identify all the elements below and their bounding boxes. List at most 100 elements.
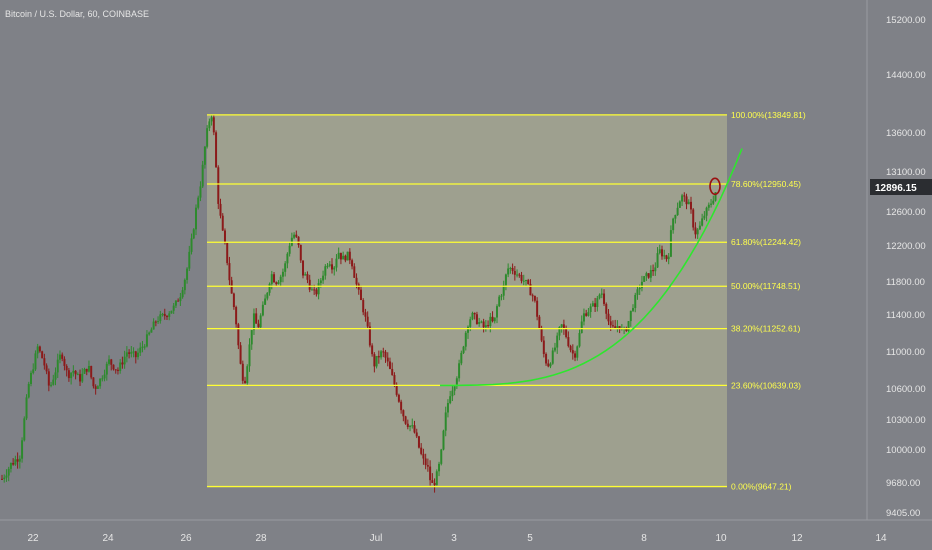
candle-body (545, 353, 548, 364)
candle-body (223, 230, 226, 244)
candle (65, 364, 68, 377)
candle-body (293, 234, 296, 238)
candle-body (375, 355, 378, 367)
candle-body (112, 364, 115, 370)
price-tick-label: 10600.00 (886, 384, 926, 395)
candle-body (701, 218, 704, 226)
candle (678, 200, 681, 208)
candle (339, 252, 342, 265)
candle-body (161, 313, 164, 315)
candle (440, 448, 443, 466)
candle-body (70, 372, 73, 379)
candle-body (81, 373, 84, 382)
candle (529, 279, 532, 296)
candle (232, 292, 235, 310)
candle-body (23, 418, 26, 441)
candle (420, 443, 423, 456)
candle (669, 225, 672, 258)
candle (587, 307, 590, 317)
candle (705, 206, 708, 222)
candle (18, 455, 21, 469)
candle-body (685, 196, 688, 205)
candle (603, 289, 606, 306)
candle (683, 192, 686, 202)
candle-body (484, 325, 487, 328)
candle-body (696, 229, 699, 235)
candle-body (453, 386, 456, 391)
candle (14, 455, 17, 466)
fib-level-label: 61.80%(12244.42) (731, 237, 801, 247)
candle (531, 293, 534, 302)
candle-body (444, 412, 447, 431)
candle (647, 273, 650, 279)
candle-body (79, 374, 82, 382)
candle (388, 357, 391, 370)
candle-body (279, 276, 282, 283)
candle (215, 130, 218, 168)
candle (315, 287, 318, 297)
candle-body (578, 332, 581, 347)
price-tick-label: 11000.00 (886, 347, 925, 358)
price-tick-label: 13600.00 (886, 128, 926, 139)
candle-body (446, 403, 449, 413)
candle (458, 359, 461, 382)
candle-body (319, 280, 322, 284)
candle-body (36, 346, 39, 354)
candle-body (315, 289, 318, 295)
candle-body (14, 459, 17, 465)
candle-body (348, 251, 351, 261)
candle-body (304, 274, 307, 276)
candle (556, 332, 559, 354)
candle-body (487, 325, 490, 327)
candle (618, 326, 621, 334)
last-price-tag: 12896.15 (870, 179, 932, 195)
candle-body (455, 378, 458, 387)
candle-body (652, 270, 655, 272)
candle (141, 340, 144, 353)
candle (29, 370, 32, 387)
price-tick-label: 12600.00 (886, 207, 926, 218)
candle-body (640, 281, 643, 288)
candle-body (585, 313, 588, 316)
candle-body (326, 265, 329, 267)
candle-body (710, 203, 713, 205)
candle (159, 310, 162, 324)
candle (498, 294, 501, 308)
candle-body (605, 303, 608, 314)
candle (27, 381, 30, 399)
candle (549, 362, 552, 369)
time-axis[interactable]: 22 24 26 28 Jul 3 5 8 10 12 14 (27, 533, 887, 544)
candle-body (101, 378, 104, 380)
candle-body (219, 203, 222, 216)
candle (707, 202, 710, 211)
candle-body (480, 321, 483, 323)
candle-body (128, 352, 131, 354)
candle-body (435, 471, 438, 486)
candle-body (322, 275, 325, 281)
candle-body (580, 321, 583, 333)
price-axis[interactable]: 9405.00 9680.00 10000.00 10300.00 10600.00 11… (886, 15, 926, 519)
candle-body (678, 201, 681, 208)
candle-body (386, 357, 389, 362)
candle-body (56, 359, 59, 373)
candle (210, 115, 213, 126)
candle (92, 377, 95, 389)
candle-body (145, 334, 148, 347)
candle-body (61, 354, 64, 359)
candle (689, 196, 692, 214)
time-tick-label: 5 (527, 533, 533, 544)
candle-body (188, 251, 191, 269)
candle-body (248, 344, 251, 367)
candle-body (665, 255, 668, 260)
candle (409, 425, 412, 432)
candle (607, 309, 610, 326)
candle-body (270, 274, 273, 284)
candle (569, 344, 572, 353)
candle (266, 292, 269, 301)
candle-body (94, 386, 97, 389)
candle (687, 199, 690, 205)
candle-body (440, 449, 443, 464)
candle (61, 352, 64, 362)
candle (580, 315, 583, 334)
